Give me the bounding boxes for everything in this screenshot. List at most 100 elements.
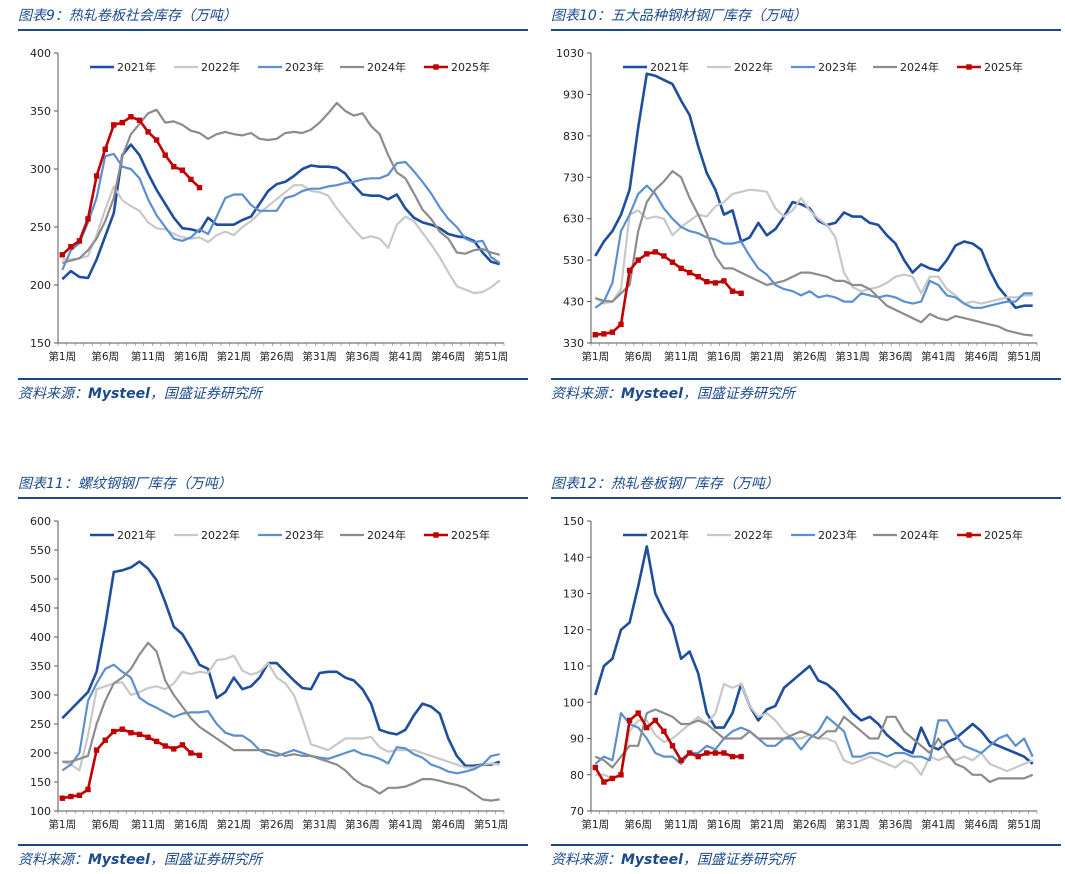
data-point xyxy=(695,753,701,760)
legend-label: 2023年 xyxy=(285,60,324,74)
y-tick-label: 80 xyxy=(570,769,584,782)
legend-item: 2021年 xyxy=(623,528,689,542)
x-tick-label: 第16周 xyxy=(174,818,208,831)
data-point xyxy=(179,742,186,748)
legend-label: 2025年 xyxy=(451,60,490,74)
y-tick-label: 730 xyxy=(563,171,584,184)
series-line-2025年 xyxy=(61,115,201,256)
data-point xyxy=(85,216,91,222)
x-tick-label: 第36周 xyxy=(345,818,379,831)
x-tick-label: 第16周 xyxy=(707,818,741,831)
legend-item: 2024年 xyxy=(340,60,406,74)
series-line-2022年 xyxy=(595,683,1034,780)
source-note: 资料来源：Mysteel，国盛证券研究所 xyxy=(18,383,262,403)
data-point xyxy=(188,176,194,183)
x-tick-label: 第36周 xyxy=(878,350,912,363)
data-point xyxy=(626,267,633,274)
x-tick-label: 第1周 xyxy=(48,818,76,831)
source-label: 资料来源： xyxy=(18,852,88,868)
data-point xyxy=(644,724,650,731)
data-point xyxy=(162,152,168,158)
legend-item: 2025年 xyxy=(424,60,490,74)
data-point xyxy=(704,750,710,756)
data-point xyxy=(196,752,203,758)
data-point xyxy=(76,238,83,244)
y-tick-label: 200 xyxy=(30,279,51,292)
y-tick-label: 200 xyxy=(30,747,51,760)
x-tick-label: 第11周 xyxy=(131,350,165,363)
source-rule xyxy=(551,378,1061,380)
x-tick-label: 第41周 xyxy=(921,818,955,831)
x-tick-label: 第41周 xyxy=(388,350,422,363)
x-tick-label: 第6周 xyxy=(624,350,652,363)
data-point xyxy=(592,764,598,771)
data-point xyxy=(609,775,616,782)
legend-label: 2022年 xyxy=(201,528,240,542)
data-point xyxy=(119,726,125,732)
legend-item: 2022年 xyxy=(707,60,773,74)
legend-item: 2022年 xyxy=(174,528,240,542)
x-tick-label: 第36周 xyxy=(345,350,379,363)
chart-title: 图表11：螺纹钢钢厂库存（万吨） xyxy=(18,476,232,492)
source-label: 资料来源： xyxy=(18,386,88,402)
x-tick-label: 第36周 xyxy=(878,818,912,831)
line-chart: 3304305306307308309301030第1周 第6周 第11周 第16周第… xyxy=(556,47,1041,363)
source-label: 资料来源： xyxy=(551,852,621,868)
data-point xyxy=(119,119,125,126)
source-name: Mysteel xyxy=(88,852,150,868)
series-line-2022年 xyxy=(61,654,500,772)
data-point xyxy=(111,122,117,128)
legend-label: 2021年 xyxy=(117,528,156,542)
title-rule xyxy=(18,29,528,31)
x-tick-label: 第46周 xyxy=(964,350,998,363)
series-line-2024年 xyxy=(62,641,500,802)
x-tick-label: 第31周 xyxy=(835,818,869,831)
x-tick-label: 第6周 xyxy=(91,818,119,831)
legend-item: 2025年 xyxy=(424,528,490,542)
data-point xyxy=(196,184,203,191)
y-tick-label: 550 xyxy=(30,544,51,557)
data-point xyxy=(68,793,74,800)
series-line-2023年 xyxy=(61,152,501,271)
x-tick-label: 第6周 xyxy=(91,350,119,363)
x-tick-label: 第26周 xyxy=(260,350,294,363)
data-point xyxy=(153,738,160,745)
data-point xyxy=(618,321,624,328)
y-tick-label: 150 xyxy=(563,515,584,528)
data-point xyxy=(93,173,100,179)
data-point xyxy=(609,329,616,335)
y-tick-label: 110 xyxy=(563,660,584,673)
legend-label: 2023年 xyxy=(285,528,324,542)
data-point xyxy=(686,750,693,756)
legend-label: 2022年 xyxy=(734,60,773,74)
y-tick-label: 830 xyxy=(563,130,584,143)
data-point xyxy=(661,728,667,734)
data-point xyxy=(128,114,134,120)
x-tick-label: 第46周 xyxy=(431,350,465,363)
data-point xyxy=(669,259,676,265)
legend-item: 2021年 xyxy=(90,528,156,542)
data-point xyxy=(102,146,108,152)
data-point xyxy=(695,274,701,280)
title-rule xyxy=(551,29,1061,31)
data-point xyxy=(738,290,744,296)
data-point xyxy=(652,717,658,724)
x-tick-label: 第31周 xyxy=(302,350,336,363)
y-tick-label: 1030 xyxy=(556,47,584,60)
chart-title: 图表9：热轧卷板社会库存（万吨） xyxy=(18,8,237,24)
legend-item: 2023年 xyxy=(258,60,324,74)
data-point xyxy=(145,129,151,135)
legend-item: 2022年 xyxy=(174,60,240,74)
legend-item: 2022年 xyxy=(707,528,773,542)
y-tick-label: 100 xyxy=(563,696,584,709)
legend-label: 2021年 xyxy=(650,60,689,74)
y-tick-label: 350 xyxy=(30,660,51,673)
x-tick-label: 第11周 xyxy=(664,818,698,831)
y-tick-label: 300 xyxy=(30,163,51,176)
data-point xyxy=(136,117,143,123)
legend-label: 2021年 xyxy=(117,60,156,74)
y-tick-label: 350 xyxy=(30,105,51,118)
title-rule xyxy=(18,497,528,499)
data-point xyxy=(704,279,710,285)
x-tick-label: 第1周 xyxy=(581,818,609,831)
